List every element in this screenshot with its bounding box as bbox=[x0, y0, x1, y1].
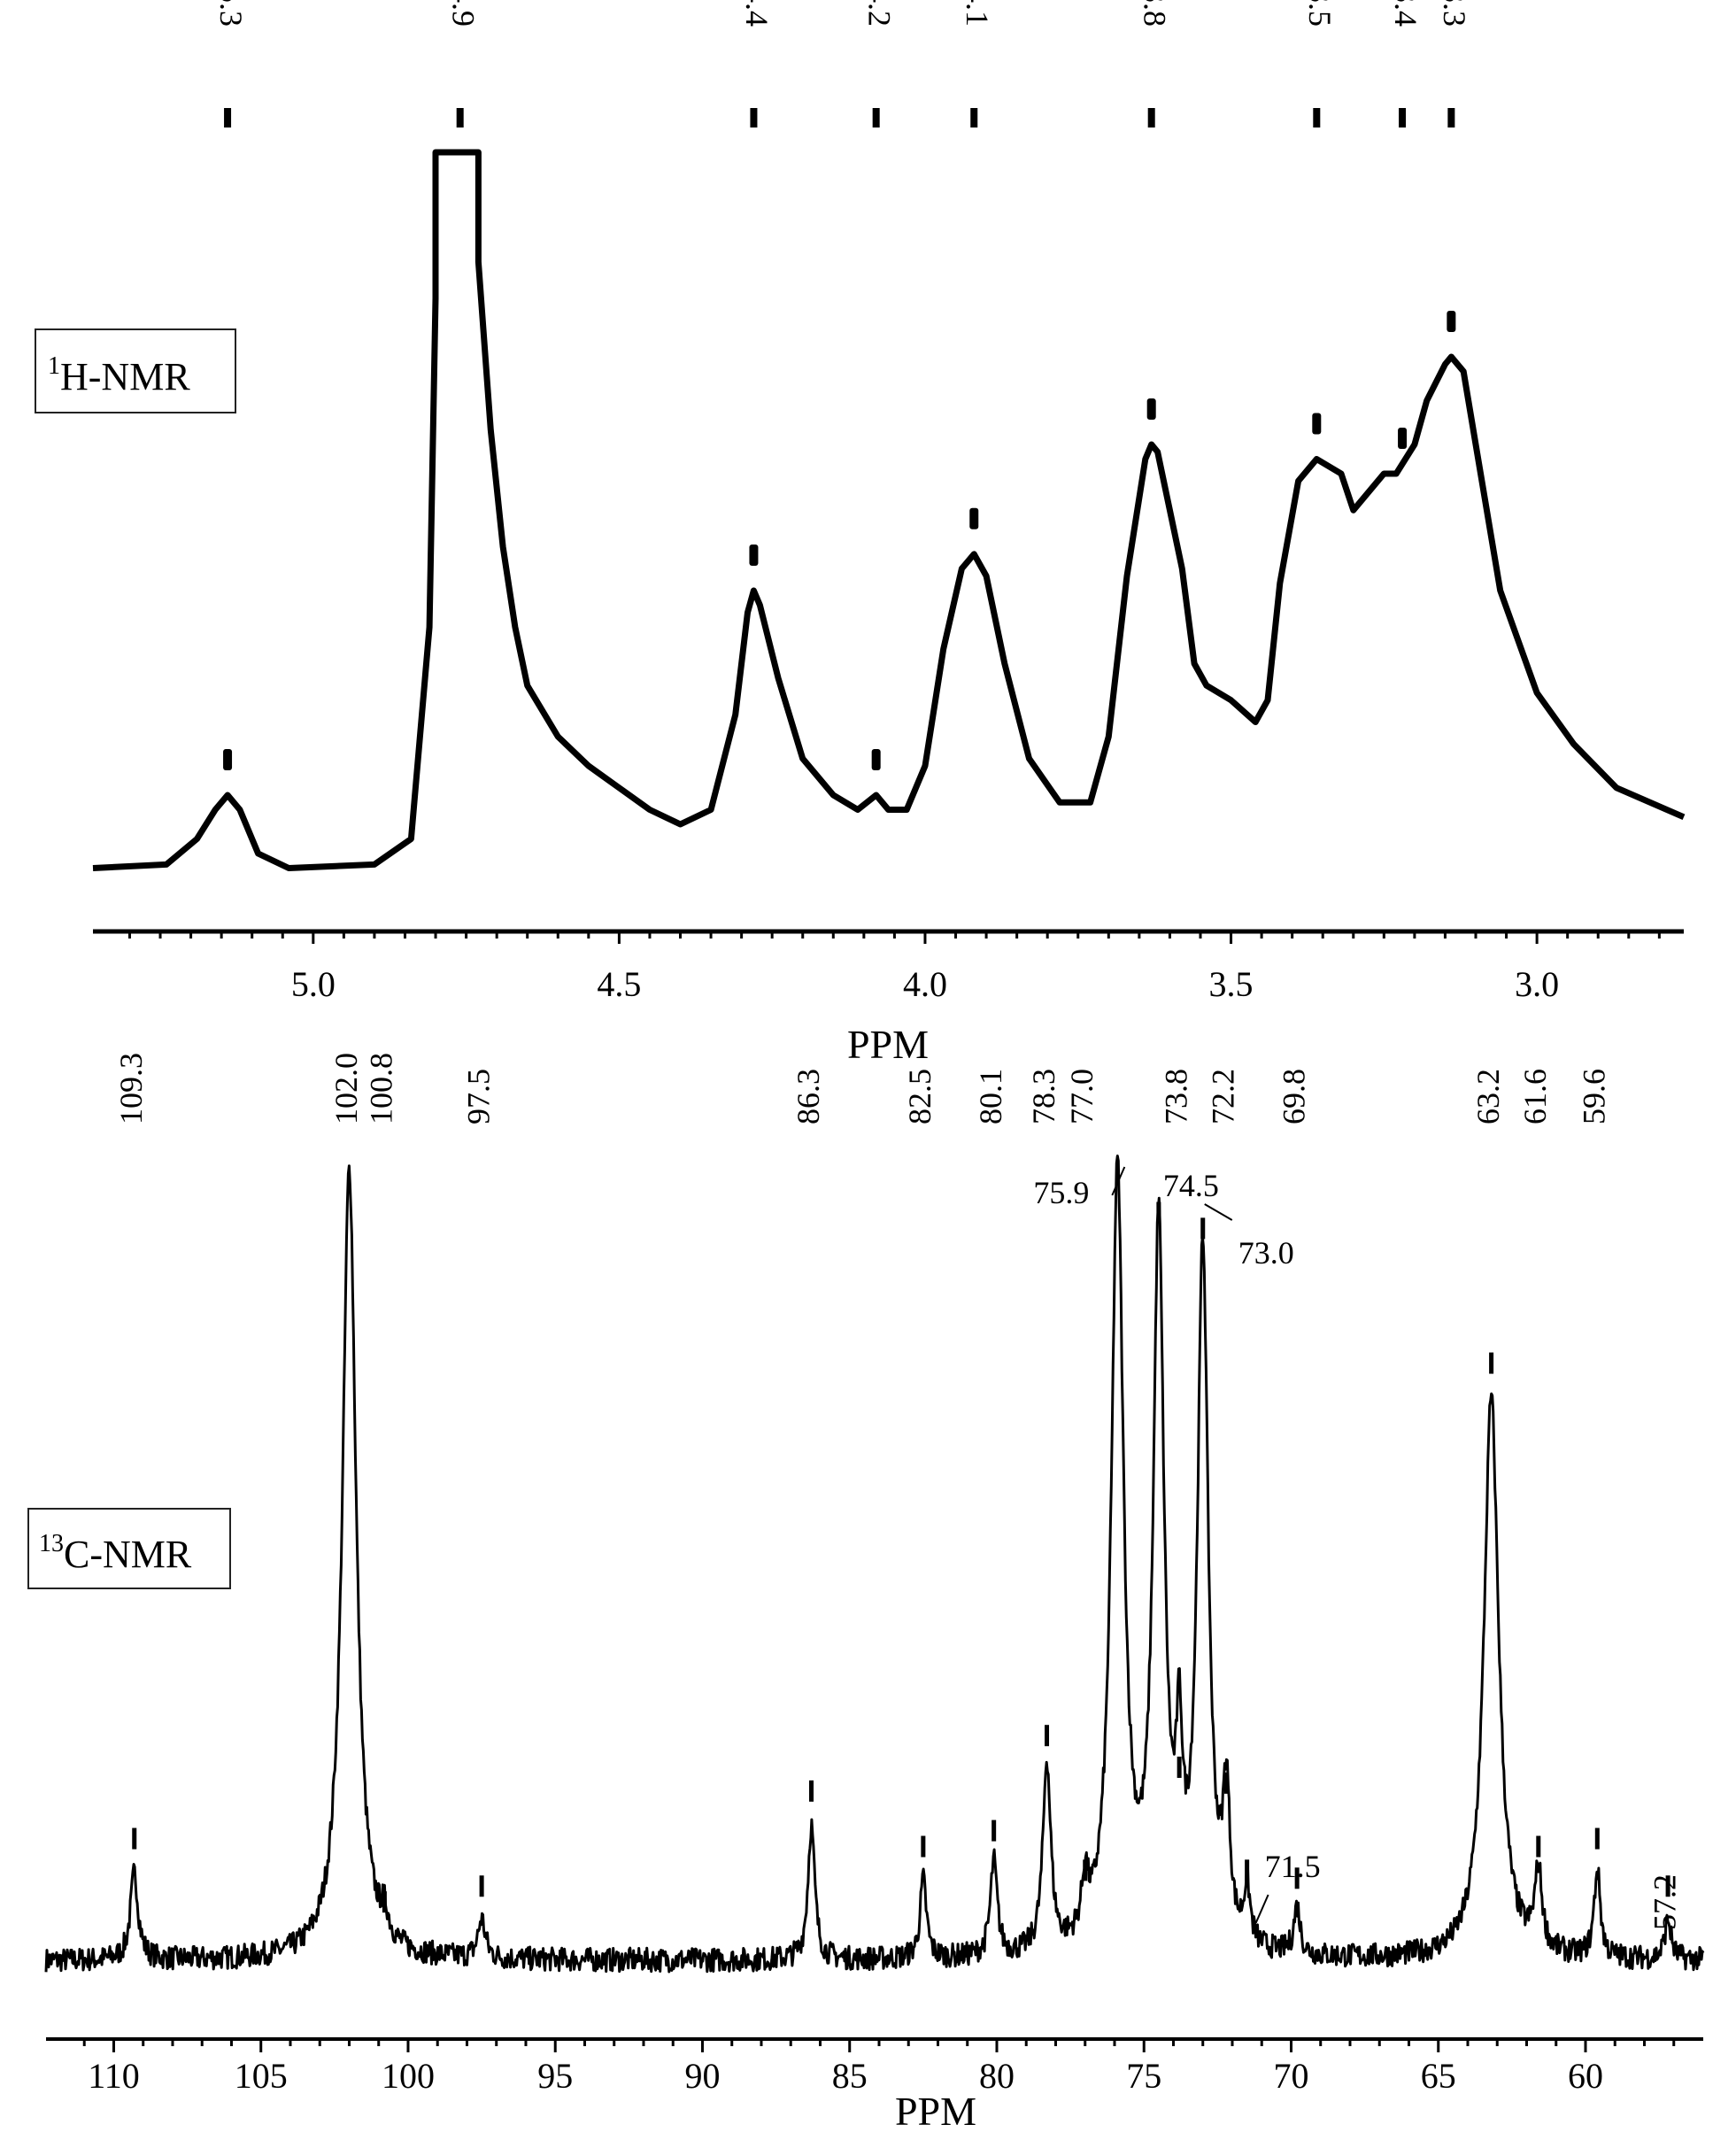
h-peak-label: 4.9 bbox=[445, 0, 481, 27]
c-nmr-panel: 109.3 102.0 100.8 97.5 86.3 82.5 80.1 78.3 77.0 7… bbox=[27, 1053, 1705, 2134]
h-x-tick-label: 4.0 bbox=[903, 964, 947, 1004]
c-x-tick-label: 95 bbox=[537, 2056, 573, 2096]
c-top-peak-label: 102.0 bbox=[328, 1053, 364, 1124]
c-nmr-x-axis-title: PPM bbox=[895, 2089, 976, 2134]
c-nmr-box-frame bbox=[27, 1508, 231, 1589]
c-top-peak-label: 82.5 bbox=[902, 1069, 937, 1124]
h-x-tick-label: 3.0 bbox=[1515, 964, 1559, 1004]
h-peak-label: 4.4 bbox=[739, 0, 775, 27]
h-peak-marker bbox=[871, 749, 881, 770]
c-inner-peak-label: 73.0 bbox=[1238, 1235, 1294, 1271]
h-nmr-box-frame bbox=[35, 328, 236, 413]
c-peak-leader-line bbox=[1254, 1894, 1269, 1924]
c-peak-marker bbox=[1665, 1875, 1670, 1897]
h-peak-label-marker bbox=[1399, 108, 1407, 127]
c-peak-marker bbox=[1177, 1757, 1182, 1778]
c-nmr-label-box: 13C-NMR bbox=[27, 1508, 231, 1589]
c-peak-marker bbox=[1594, 1827, 1600, 1850]
h-peak-marker bbox=[1146, 398, 1156, 420]
c-top-peak-label: 97.5 bbox=[460, 1069, 496, 1124]
c-inner-peak-label: 57.2 bbox=[1647, 1874, 1682, 1930]
c-x-tick-label: 70 bbox=[1273, 2056, 1308, 2096]
h-peak-label: 4.1 bbox=[960, 0, 995, 27]
c-peak-marker bbox=[921, 1835, 926, 1858]
h-x-tick-label: 3.5 bbox=[1209, 964, 1254, 1004]
c-top-peak-label: 59.6 bbox=[1577, 1069, 1612, 1124]
c-x-tick-label: 100 bbox=[382, 2056, 435, 2096]
c-inner-peak-label: 75.9 bbox=[1033, 1175, 1089, 1210]
c-top-peak-label: 61.6 bbox=[1517, 1069, 1553, 1124]
c-x-tick-label: 60 bbox=[1568, 2056, 1603, 2096]
c-inner-peak-label-group: 75.9 74.5 73.0 71.5 57.2 bbox=[1033, 1166, 1682, 1930]
h-peak-label: 5.3 bbox=[213, 0, 249, 27]
c-top-peak-label: 78.3 bbox=[1026, 1069, 1061, 1124]
c-x-tick-label: 65 bbox=[1421, 2056, 1456, 2096]
h-peak-label: 3.5 bbox=[1302, 0, 1338, 27]
c-peak-marker bbox=[479, 1875, 484, 1897]
c-peak-marker bbox=[1045, 1725, 1050, 1747]
h-peak-label: 3.3 bbox=[1437, 0, 1472, 27]
c-peak-marker bbox=[1200, 1217, 1206, 1240]
h-nmr-box-text: 1H-NMR bbox=[48, 352, 190, 398]
c-x-tick-label: 105 bbox=[235, 2056, 288, 2096]
c-x-tick-label: 90 bbox=[684, 2056, 720, 2096]
c-top-peak-label: 63.2 bbox=[1470, 1069, 1506, 1124]
c-top-peak-label: 72.2 bbox=[1206, 1069, 1241, 1124]
h-x-tick-label: 5.0 bbox=[291, 964, 336, 1004]
c-peak-leader-line bbox=[1204, 1203, 1233, 1221]
h-peak-label-group: 5.3 4.9 4.4 4.2 4.1 3.8 3.5 3.4 3.3 bbox=[213, 0, 1472, 770]
c-top-peak-label: 109.3 bbox=[113, 1053, 149, 1124]
h-nmr-spectrum-line bbox=[92, 149, 1686, 871]
c-peak-marker bbox=[132, 1827, 137, 1850]
h-peak-label-marker bbox=[456, 108, 464, 127]
h-peak-marker bbox=[1447, 311, 1456, 332]
c-x-tick-label: 80 bbox=[979, 2056, 1015, 2096]
h-peak-label-marker bbox=[224, 108, 232, 127]
c-peak-marker bbox=[809, 1780, 814, 1802]
c-nmr-box-text: 13C-NMR bbox=[39, 1530, 192, 1576]
h-peak-label-marker bbox=[1147, 108, 1155, 127]
h-peak-label-marker bbox=[970, 108, 978, 127]
h-peak-marker bbox=[223, 749, 233, 770]
c-peak-marker bbox=[1489, 1352, 1494, 1374]
c-top-peak-label: 77.0 bbox=[1064, 1069, 1099, 1124]
h-peak-label-marker bbox=[1313, 108, 1321, 127]
c-peak-marker bbox=[1294, 1867, 1300, 1889]
c-top-peak-label: 73.8 bbox=[1158, 1069, 1193, 1124]
c-inner-peak-label: 74.5 bbox=[1163, 1168, 1219, 1203]
c-top-peak-label-group: 109.3 102.0 100.8 97.5 86.3 82.5 80.1 78.3 77.0 7… bbox=[113, 1053, 1612, 1124]
h-peak-label: 4.2 bbox=[861, 0, 897, 27]
c-peak-marker bbox=[1223, 1772, 1229, 1794]
h-peak-marker bbox=[749, 545, 759, 566]
c-inner-peak-label: 71.5 bbox=[1265, 1849, 1321, 1884]
h-nmr-label-box: 1H-NMR bbox=[35, 328, 236, 413]
c-top-peak-label: 100.8 bbox=[364, 1053, 399, 1124]
h-peak-marker bbox=[969, 507, 979, 529]
c-peak-marker bbox=[1536, 1835, 1541, 1858]
c-top-peak-label: 69.8 bbox=[1276, 1069, 1311, 1124]
h-peak-label: 3.4 bbox=[1388, 0, 1424, 27]
h-peak-marker bbox=[1312, 413, 1322, 435]
h-x-tick-label: 4.5 bbox=[597, 964, 641, 1004]
c-peak-marker bbox=[991, 1819, 997, 1842]
h-nmr-panel: 5.3 4.9 4.4 4.2 4.1 3.8 3.5 3.4 3.3 1H-NMR 5.0 4.… bbox=[35, 0, 1686, 1067]
h-peak-label-marker bbox=[750, 108, 758, 127]
h-peak-label-marker bbox=[1447, 108, 1455, 127]
c-x-tick-label: 75 bbox=[1126, 2056, 1161, 2096]
h-peak-marker bbox=[1398, 428, 1408, 449]
h-peak-label-marker bbox=[872, 108, 880, 127]
c-x-tick-label: 110 bbox=[88, 2056, 140, 2096]
h-nmr-x-axis-title: PPM bbox=[847, 1022, 929, 1067]
c-top-peak-label: 86.3 bbox=[791, 1069, 826, 1124]
c-nmr-x-ticks: 110 105 100 95 90 85 80 75 70 65 60 bbox=[82, 2039, 1676, 2096]
h-nmr-x-ticks: 5.0 4.5 4.0 3.5 3.0 bbox=[127, 931, 1661, 1004]
c-nmr-spectrum-line bbox=[44, 1155, 1705, 1974]
c-x-tick-label: 85 bbox=[832, 2056, 868, 2096]
h-peak-label: 3.8 bbox=[1137, 0, 1172, 27]
c-top-peak-label: 80.1 bbox=[973, 1069, 1008, 1124]
